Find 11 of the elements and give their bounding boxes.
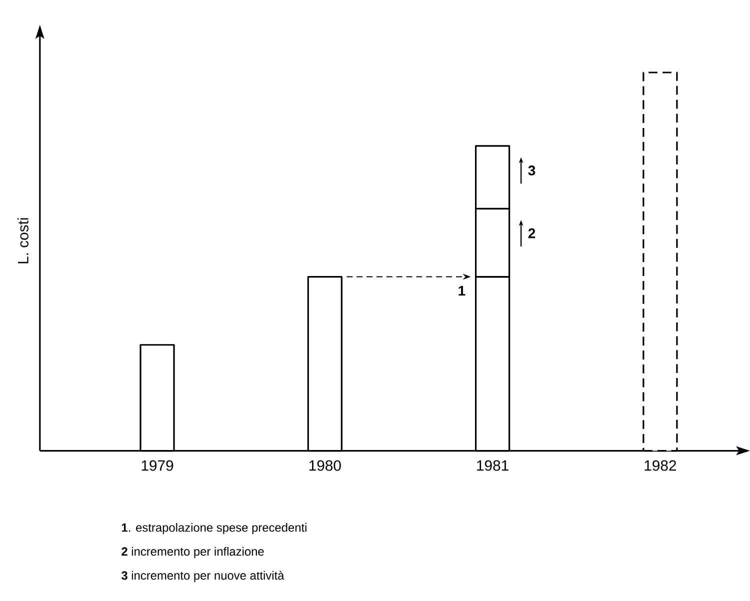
x-tick-label: 1979 [142, 460, 174, 471]
text: 3 incremento per nuove attività [121, 570, 284, 582]
y-axis-title: L. costi [17, 218, 28, 264]
annotation: 1 [458, 286, 466, 296]
x-tick-label: 1980 [309, 460, 341, 471]
text: 2 incremento per inflazione [122, 546, 264, 558]
x-tick-label: 1982 [644, 460, 676, 471]
legend-label: 2 [528, 228, 536, 238]
text: 1. estrapolazione spese precedenti [122, 522, 306, 534]
legend-label: 3 [528, 165, 536, 176]
x-tick-label: 1981 [477, 460, 508, 471]
